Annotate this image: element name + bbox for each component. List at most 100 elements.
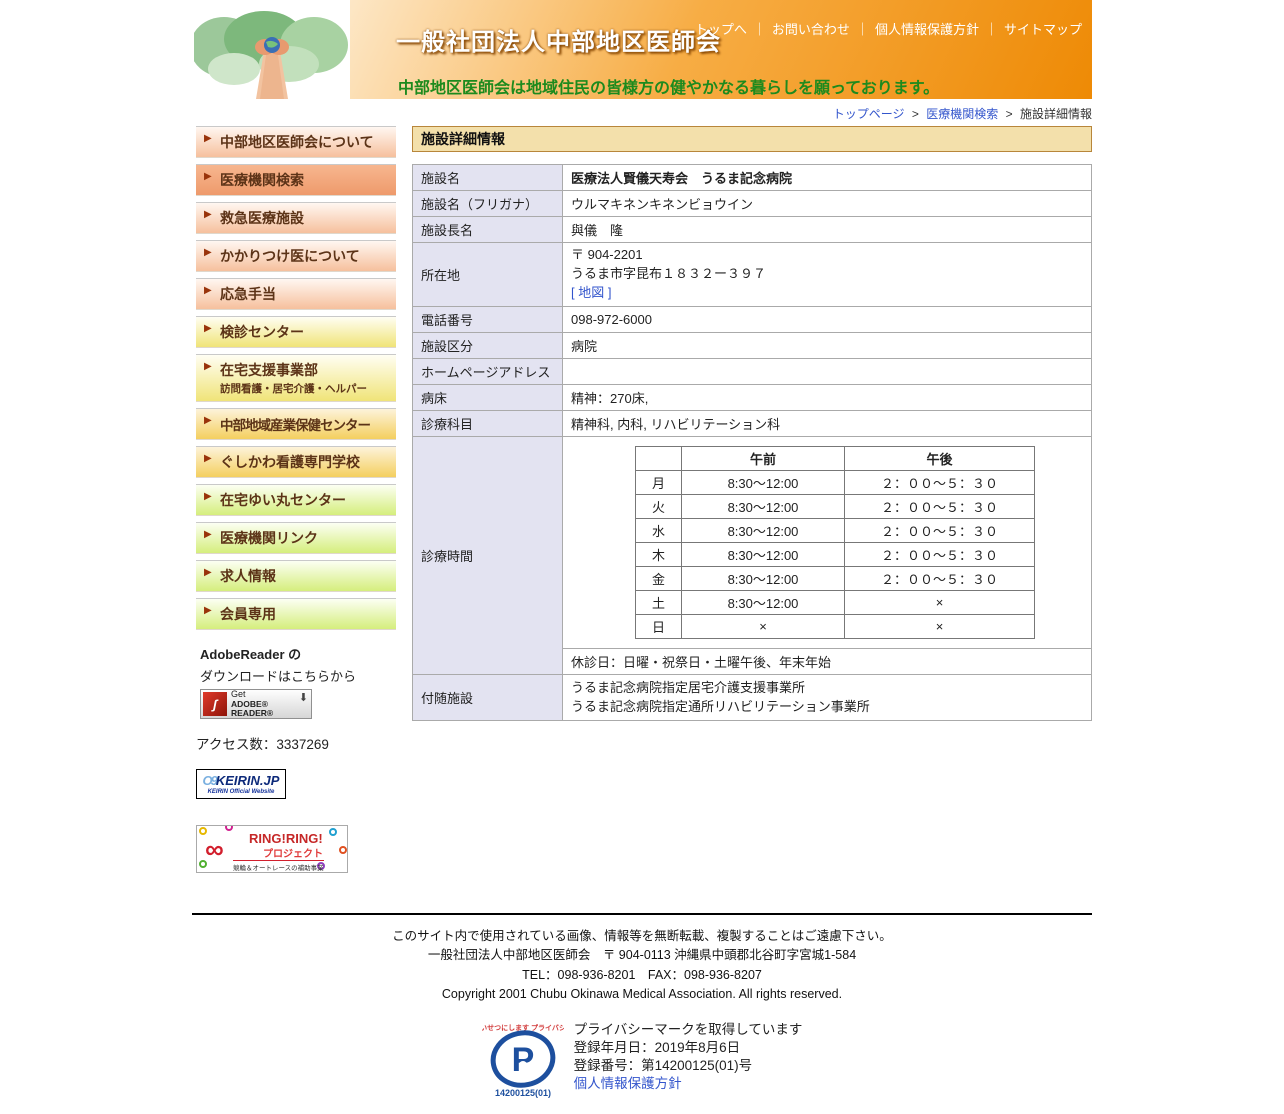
row-label: 電話番号 xyxy=(412,305,563,333)
triangle-bullet-icon: ▶ xyxy=(204,415,212,426)
confetti-ring-icon xyxy=(225,826,233,831)
sidebar-item-label: 応急手当 xyxy=(220,286,276,302)
table-row: 月 8:30～12:00 ２：００～５：３０ xyxy=(635,469,1035,495)
sidebar-item-label: 求人情報 xyxy=(220,568,276,584)
bed-count: 精神：270床, xyxy=(562,383,1092,411)
table-row: 土 8:30～12:00 × xyxy=(635,589,1035,615)
sidebar-item-jobs[interactable]: ▶ 求人情報 xyxy=(196,560,396,592)
keirin-banner[interactable]: O9KEIRIN.JP KEIRIN Official Website xyxy=(196,769,286,799)
am-hours: 8:30～12:00 xyxy=(681,517,845,543)
confetti-ring-icon xyxy=(199,827,207,835)
attached-facilities: うるま記念病院指定居宅介護支援事業所 うるま記念病院指定通所リハビリテーション事… xyxy=(562,673,1092,721)
footer-address: 一般社団法人中部地区医師会 〒 904-0113 沖縄県中頭郡北谷町字宮城1-5… xyxy=(427,948,857,963)
footer-tel-fax: TEL：098-936-8201 FAX：098-936-8207 xyxy=(522,967,762,982)
day-cell: 木 xyxy=(635,541,682,567)
adobe-reader-label: ADOBE® READER® xyxy=(231,698,274,718)
row-label: 診療時間 xyxy=(412,435,563,675)
pm-hours: ２：００～５：３０ xyxy=(844,493,1035,519)
privacy-mark-logo: たいせつにします プライバシー P 14200125(01) xyxy=(473,1021,573,1102)
triangle-bullet-icon: ▶ xyxy=(204,323,212,334)
sidebar-item-links[interactable]: ▶ 医療機関リンク xyxy=(196,522,396,554)
am-hours: 8:30～12:00 xyxy=(681,469,845,495)
triangle-bullet-icon: ▶ xyxy=(204,209,212,220)
day-cell: 月 xyxy=(635,469,682,495)
triangle-bullet-icon: ▶ xyxy=(204,605,212,616)
am-hours: 8:30～12:00 xyxy=(681,589,845,615)
am-column-header: 午前 xyxy=(681,445,845,471)
table-row: ホームページアドレス xyxy=(412,357,1092,385)
sidebar-item-label: 医療機関検索 xyxy=(220,172,304,188)
breadcrumb-home-link[interactable]: トップページ xyxy=(832,107,905,121)
sidebar-item-nursing-school[interactable]: ▶ ぐしかわ看護専門学校 xyxy=(196,446,396,478)
nav-top-link[interactable]: トップへ xyxy=(694,22,747,37)
confetti-ring-icon xyxy=(199,860,207,868)
privacy-text-block: プライバシーマークを取得しています 登録年月日：2019年8月6日 登録番号：第… xyxy=(574,1021,803,1102)
phone-number: 098-972-6000 xyxy=(562,305,1092,333)
privacy-mark-number: 14200125(01) xyxy=(495,1088,551,1098)
privacy-mark-section: たいせつにします プライバシー P 14200125(01) プライバシーマーク… xyxy=(192,1021,1092,1102)
nav-sitemap-link[interactable]: サイトマップ xyxy=(1003,22,1082,37)
table-row: 木 8:30～12:00 ２：００～５：３０ xyxy=(635,541,1035,567)
triangle-bullet-icon: ▶ xyxy=(204,285,212,296)
triangle-bullet-icon: ▶ xyxy=(204,361,212,372)
table-row: 火 8:30～12:00 ２：００～５：３０ xyxy=(635,493,1035,519)
sidebar-menu: ▶ 中部地区医師会について ▶ 医療機関検索 ▶ 救急医療施設 ▶ かかりつけ医について… xyxy=(196,126,396,873)
am-hours: 8:30～12:00 xyxy=(681,493,845,519)
confetti-ring-icon xyxy=(339,846,347,854)
sidebar-item-search[interactable]: ▶ 医療機関検索 xyxy=(196,164,396,196)
sidebar-item-members[interactable]: ▶ 会員専用 xyxy=(196,598,396,630)
facility-category: 病院 xyxy=(562,331,1092,359)
privacy-registration-date: 登録年月日：2019年8月6日 xyxy=(573,1039,741,1055)
row-label: 施設区分 xyxy=(412,331,563,359)
site-tagline: 中部地区医師会は地域住民の皆様方の健やかなる暮らしを願っております。 xyxy=(398,80,940,97)
table-row: 水 8:30～12:00 ２：００～５：３０ xyxy=(635,517,1035,543)
map-link[interactable]: [ 地図 ] xyxy=(571,284,612,300)
nav-separator: ｜ xyxy=(855,22,869,37)
sidebar-item-label: 医療機関リンク xyxy=(220,530,318,546)
sidebar-item-yuimaru-center[interactable]: ▶ 在宅ゆい丸センター xyxy=(196,484,396,516)
nav-contact-link[interactable]: お問い合わせ xyxy=(771,22,850,37)
sidebar-item-first-aid[interactable]: ▶ 応急手当 xyxy=(196,278,396,310)
facility-name: 医療法人賢儀天寿会 うるま記念病院 xyxy=(562,164,1092,191)
ring-ring-project-banner[interactable]: ∞ RING!RING! プロジェクト 競輪＆オートレースの補助事業 xyxy=(196,825,348,873)
get-adobe-reader-button[interactable]: ʃ Get ADOBE® READER® ⬇ xyxy=(200,689,312,719)
sidebar-item-label: かかりつけ医について xyxy=(220,248,360,264)
privacy-policy-link[interactable]: 個人情報保護方針 xyxy=(573,1076,682,1092)
director-name: 與儀 隆 xyxy=(562,216,1092,243)
sidebar-item-occupational-health[interactable]: ▶ 中部地域産業保健センター xyxy=(196,408,396,440)
pm-hours: × xyxy=(844,613,1035,639)
main-content: 施設詳細情報 施設名 医療法人賢儀天寿会 うるま記念病院 施設名（フリガナ） ウ… xyxy=(412,126,1092,721)
closed-days-note: 休診日：日曜・祝祭日・土曜午後、年末年始 xyxy=(562,647,1092,675)
day-cell: 火 xyxy=(635,493,682,519)
pm-hours: × xyxy=(844,589,1035,615)
sidebar-item-home-support[interactable]: ▶ 在宅支援事業部 訪問看護・居宅介護・ヘルパー xyxy=(196,354,396,402)
sidebar-item-family-doctor[interactable]: ▶ かかりつけ医について xyxy=(196,240,396,272)
postal-code: 〒 904-2201 xyxy=(571,247,643,262)
privacy-line: プライバシーマークを取得しています xyxy=(573,1021,803,1037)
row-label: 施設長名 xyxy=(412,216,563,243)
download-arrow-icon: ⬇ xyxy=(298,692,308,704)
hands-earth-illustration xyxy=(194,9,350,99)
breadcrumb-separator: > xyxy=(911,107,919,121)
table-row: 施設区分 病院 xyxy=(412,331,1092,359)
privacy-registration-number: 登録番号：第14200125(01)号 xyxy=(573,1057,753,1073)
facility-detail-table: 施設名 医療法人賢儀天寿会 うるま記念病院 施設名（フリガナ） ウルマキネンキネ… xyxy=(412,164,1092,721)
breadcrumb-search-link[interactable]: 医療機関検索 xyxy=(926,107,999,121)
site-header: 一般社団法人中部地区医師会 トップへ ｜ お問い合わせ ｜ 個人情報保護方針 ｜ サイトマッ… xyxy=(192,0,1092,100)
row-label: 施設名 xyxy=(412,164,563,191)
nav-privacy-link[interactable]: 個人情報保護方針 xyxy=(874,22,979,37)
sidebar-item-checkup-center[interactable]: ▶ 検診センター xyxy=(196,316,396,348)
hours-cell: 午前 午後 月 8:30～12:00 ２：００～５：３０ 火 8:30～12:00 ２：… xyxy=(562,435,1092,649)
breadcrumb: トップページ > 医療機関検索 > 施設詳細情報 xyxy=(192,100,1092,126)
ring-ring-note: 競輪＆オートレースの補助事業 xyxy=(233,860,324,872)
attached-facility-line: うるま記念病院指定通所リハビリテーション事業所 xyxy=(571,699,870,715)
triangle-bullet-icon: ▶ xyxy=(204,529,212,540)
row-label: 病床 xyxy=(412,383,563,411)
adobe-button-text: Get ADOBE® READER® xyxy=(231,689,309,718)
sidebar-item-about[interactable]: ▶ 中部地区医師会について xyxy=(196,126,396,158)
triangle-bullet-icon: ▶ xyxy=(204,171,212,182)
ring-ring-title: RING!RING! xyxy=(249,831,323,846)
svg-text:P: P xyxy=(511,1041,534,1079)
sidebar-item-emergency-facilities[interactable]: ▶ 救急医療施設 xyxy=(196,202,396,234)
triangle-bullet-icon: ▶ xyxy=(204,491,212,502)
